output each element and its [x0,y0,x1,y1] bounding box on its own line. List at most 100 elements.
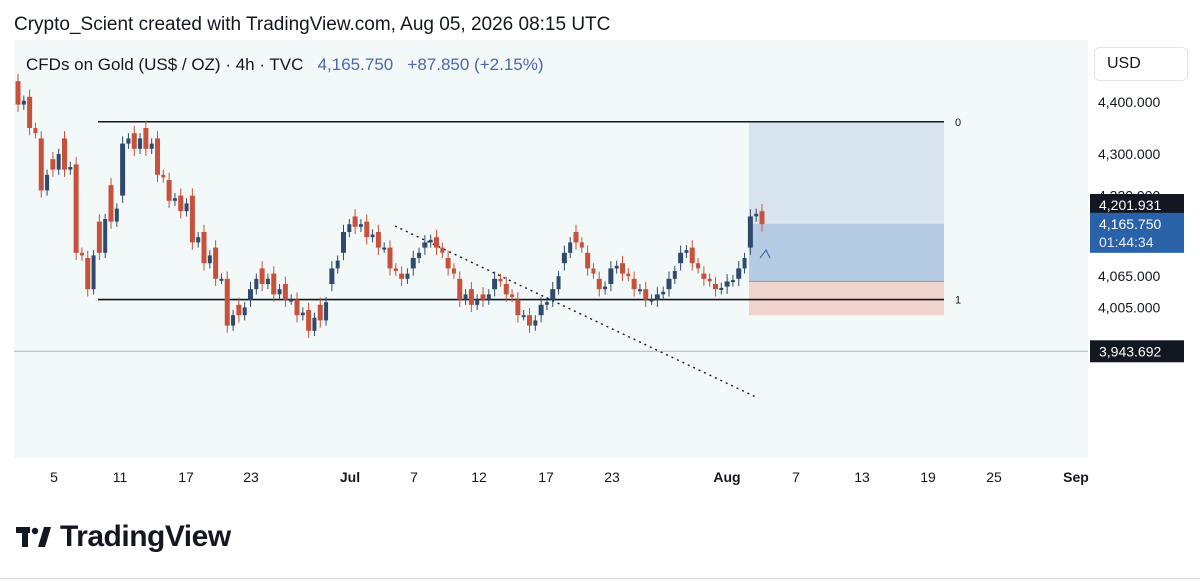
price-marker-badge [1090,340,1184,363]
candle-body [498,278,503,282]
candle-body [108,185,114,222]
countdown-label: 01:44:34 [1099,234,1154,250]
symbol-legend[interactable]: CFDs on Gold (US$ / OZ) · 4h · TVC 4,165… [26,55,544,75]
candle-body [719,287,724,290]
candle-body [614,265,619,269]
tradingview-wordmark: TradingView [60,520,231,553]
candle-body [503,284,509,295]
candle-body [399,273,405,279]
time-axis[interactable] [14,458,1088,496]
candle-body [410,258,416,269]
price-marker-badge [1090,193,1184,216]
candle-body [486,294,491,300]
candle-body [15,81,21,105]
candle-body [596,278,602,290]
candle-body [370,234,375,238]
price-marker-label: 3,943.692 [1099,343,1161,359]
candle-body [759,211,765,225]
profit-zone [749,223,944,282]
candle-body [568,242,573,253]
chart-caption: Crypto_Scient created with TradingView.c… [14,14,611,35]
chart-plot-area[interactable] [14,40,1088,458]
candle-body [352,216,358,227]
candle-body [27,96,33,128]
candle-body [515,299,521,316]
candle-body [724,281,730,287]
candle-body [480,294,486,300]
candle-body [364,221,370,238]
candle-body [33,128,38,134]
y-tick-label: 4,005.000 [1098,299,1160,315]
candle-body [201,232,207,264]
candle-body [561,252,567,264]
stop-zone [749,281,944,316]
candle-body [405,273,410,279]
candle-body [324,302,329,321]
candle-body [375,232,381,248]
x-tick-label: 7 [792,469,800,485]
x-tick-label: 19 [920,469,936,485]
candle-body [347,224,352,232]
candle-body [550,289,556,300]
candle-body [544,302,549,305]
candle-body [300,312,305,316]
candle-body [294,299,300,316]
candle-body [672,271,677,279]
candle-body [684,250,689,253]
last-price: 4,165.750 [317,55,394,74]
candle-body [189,195,195,243]
candle-body [161,174,166,178]
candle-body [387,247,393,269]
candle-body [91,255,96,290]
candle-body [224,278,230,326]
y-tick-label: 4,065.000 [1098,268,1160,284]
candle-body [242,307,247,316]
candle-body [219,278,224,281]
candle-body [463,294,468,300]
candle-body [440,247,445,253]
candle-body [533,320,538,326]
candle-body [306,310,312,331]
candle-body [637,289,642,292]
current-price-label: 4,165.750 [1099,216,1161,232]
candle-body [428,239,433,243]
x-tick-label: 11 [113,469,128,485]
candle-body [608,268,614,284]
candle-body [289,299,294,302]
candle-body [178,195,184,212]
candle-body [521,315,526,318]
candle-body [678,252,684,264]
candle-body [236,304,242,316]
candle-body [538,304,544,316]
candle-body [626,273,631,277]
candle-body [475,299,480,305]
candle-body [21,100,26,105]
candle-body [661,291,666,295]
candle-body [445,258,451,269]
candle-body [103,219,108,253]
candle-body [184,203,189,212]
candle-body [231,315,236,326]
x-tick-label: 5 [50,469,58,485]
candle-body [85,258,91,290]
candle-body [172,198,177,201]
currency-button[interactable]: USD [1094,47,1188,81]
candle-body [631,278,637,290]
candle-body [689,247,695,264]
candle-body [96,221,102,253]
candle-body [643,289,649,300]
candle-body [341,232,346,253]
current-price-badge [1090,212,1184,253]
candle-body [207,255,212,264]
candle-body [736,268,742,279]
candle-body [56,154,61,170]
footer-divider [0,578,1200,579]
y-tick-label: 4,300.000 [1098,146,1160,162]
descending-trendline [394,225,759,399]
candle-body [138,138,143,149]
candle-body [707,278,712,282]
candle-body [329,268,335,284]
candle-body [701,273,707,279]
x-tick-label: 7 [410,469,418,485]
footer [0,496,1200,582]
